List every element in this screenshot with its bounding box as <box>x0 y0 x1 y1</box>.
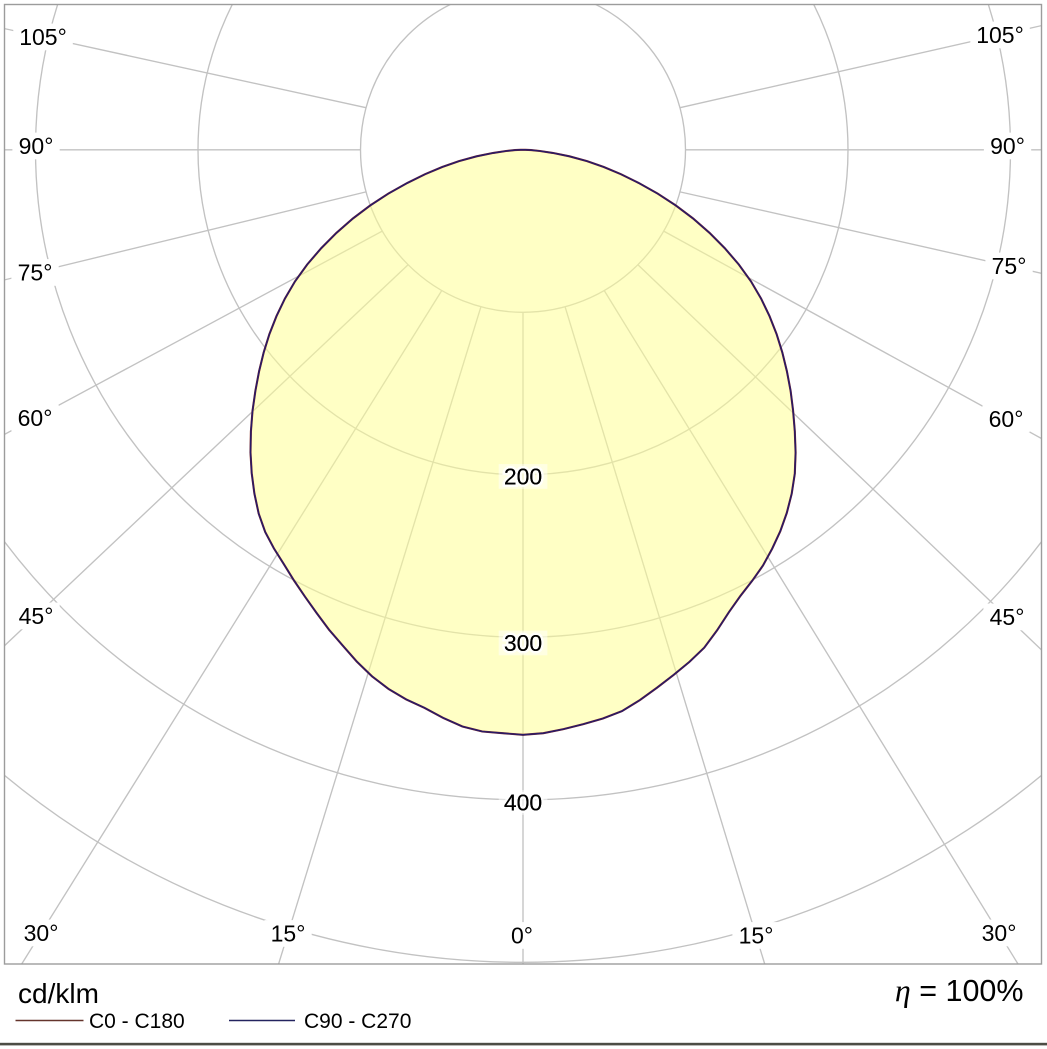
svg-text:45°: 45° <box>990 604 1025 630</box>
svg-text:15°: 15° <box>739 922 774 948</box>
svg-text:300: 300 <box>504 630 542 656</box>
svg-text:30°: 30° <box>982 920 1017 946</box>
svg-text:0°: 0° <box>511 922 533 948</box>
svg-text:300: 300 <box>504 630 542 656</box>
svg-text:90°: 90° <box>990 133 1025 159</box>
svg-text:400: 400 <box>504 789 542 815</box>
svg-text:200: 200 <box>504 463 542 489</box>
svg-text:200: 200 <box>504 463 542 489</box>
svg-text:105°: 105° <box>976 22 1024 48</box>
svg-text:η = 100%: η = 100% <box>895 972 1024 1008</box>
svg-text:75°: 75° <box>992 253 1027 279</box>
svg-text:C0 - C180: C0 - C180 <box>89 1010 185 1033</box>
svg-text:60°: 60° <box>989 406 1024 432</box>
svg-text:75°: 75° <box>18 259 53 285</box>
svg-text:C90 - C270: C90 - C270 <box>304 1010 411 1033</box>
svg-text:45°: 45° <box>19 603 54 629</box>
svg-text:15°: 15° <box>271 920 306 946</box>
svg-text:30°: 30° <box>24 920 59 946</box>
svg-text:60°: 60° <box>18 405 53 431</box>
svg-text:105°: 105° <box>19 24 67 50</box>
svg-text:400: 400 <box>504 789 542 815</box>
svg-text:90°: 90° <box>19 133 54 159</box>
svg-text:cd/klm: cd/klm <box>18 978 99 1009</box>
